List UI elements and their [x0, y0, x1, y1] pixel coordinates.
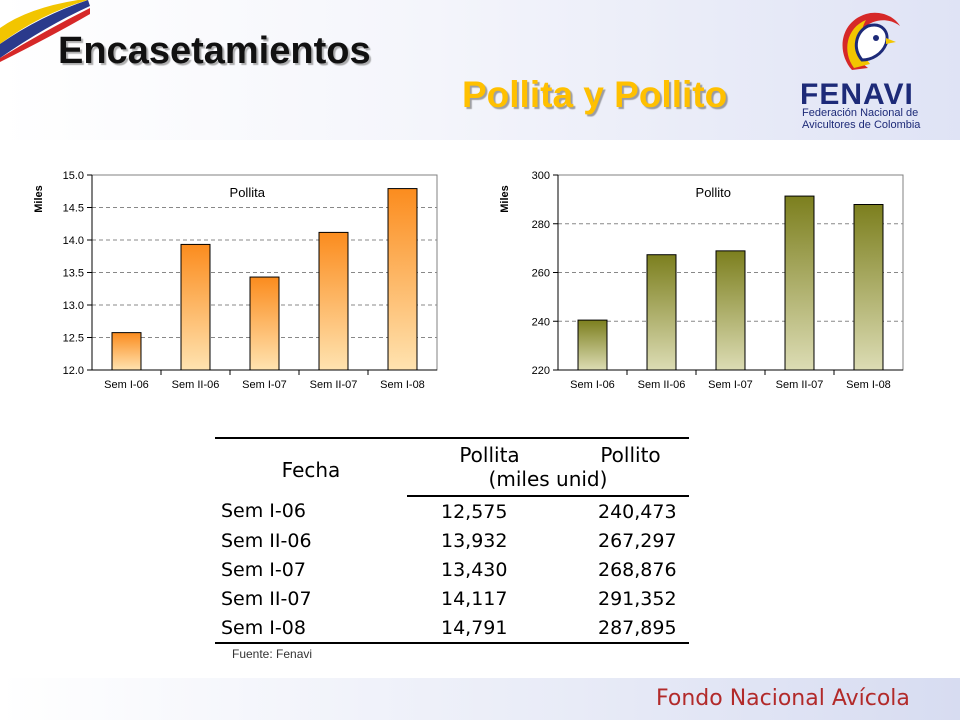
header-pollita: Pollita [407, 437, 572, 467]
bar [111, 332, 142, 371]
x-tick-label: Sem II-06 [172, 379, 220, 391]
y-tick-label: 220 [532, 365, 550, 377]
table-row: Sem II-06 13,932 267,297 [215, 526, 689, 555]
x-tick-label: Sem I-08 [380, 379, 425, 391]
bar [180, 243, 211, 371]
y-tick-label: 260 [532, 268, 550, 280]
rooster-emblem-icon [842, 12, 900, 70]
cell-fecha: Sem I-06 [221, 500, 306, 522]
pollita-bar-chart: 12.0 12.5 13.0 13.5 14.0 14.5 15.0 Sem I-06 Sem … [33, 170, 438, 391]
header-band [0, 0, 960, 140]
logo-tagline-line1: Federación Nacional de [802, 107, 919, 119]
bar [646, 254, 677, 371]
cell-pollito: 268,876 [598, 558, 677, 581]
x-tick-label: Sem II-07 [776, 379, 824, 391]
cell-pollita: 14,117 [441, 587, 508, 610]
y-tick-label: 300 [532, 170, 550, 182]
header-fecha: Fecha [215, 437, 407, 496]
bar [853, 204, 884, 371]
table-header-unit-row: (miles unid) [215, 467, 689, 497]
bar [249, 276, 280, 371]
table-header-row: Fecha Pollita Pollito [215, 437, 689, 496]
cell-fecha: Sem I-07 [221, 558, 306, 581]
y-tick-label: 15.0 [63, 170, 84, 182]
cell-pollita: 13,430 [441, 558, 508, 581]
y-axis-label: Miles [499, 185, 511, 213]
cell-pollito: 267,297 [598, 529, 677, 552]
y-tick-label: 280 [532, 219, 550, 231]
x-tick-label: Sem I-06 [570, 379, 615, 391]
cell-pollita: 14,791 [407, 613, 572, 644]
table-row: Sem II-07 14,117 291,352 [215, 584, 689, 613]
x-tick-label: Sem II-07 [310, 379, 358, 391]
table-row: Sem I-08 14,791 287,895 [215, 613, 689, 644]
bar [387, 188, 418, 371]
logo-tagline: Federación Nacional de Avicultores de Co… [802, 107, 952, 131]
header-unit: (miles unid) [407, 467, 689, 497]
y-tick-label: 14.0 [63, 235, 84, 247]
cell-pollita: 12,575 [441, 500, 508, 523]
slide-title: Encasetamientos [58, 30, 371, 72]
x-tick-label: Sem I-07 [242, 379, 287, 391]
bar [318, 231, 349, 371]
y-tick-label: 13.0 [63, 300, 84, 312]
bar [577, 319, 608, 371]
cell-pollito: 291,352 [598, 587, 677, 610]
decorative-swoosh [0, 0, 90, 62]
cell-fecha: Sem I-08 [215, 613, 407, 644]
x-tick-label: Sem I-07 [708, 379, 753, 391]
x-tick-label: Sem I-06 [104, 379, 149, 391]
cell-pollito: 240,473 [598, 500, 677, 523]
chart-title: Pollita [230, 185, 266, 200]
header-pollito: Pollito [572, 437, 689, 467]
table-row: Sem I-07 13,430 268,876 [215, 555, 689, 584]
x-tick-label: Sem II-06 [638, 379, 686, 391]
y-tick-label: 14.5 [63, 203, 84, 215]
y-tick-label: 13.5 [63, 268, 84, 280]
x-tick-label: Sem I-08 [846, 379, 891, 391]
cell-pollita: 13,932 [441, 529, 508, 552]
cell-fecha: Sem II-07 [221, 587, 312, 610]
chart-title: Pollito [696, 185, 731, 200]
y-tick-label: 12.5 [63, 333, 84, 345]
y-tick-label: 240 [532, 316, 550, 328]
data-table: Fecha Pollita Pollito (miles unid) Sem I… [215, 437, 689, 644]
source-note: Fuente: Fenavi [232, 647, 313, 661]
table-row: Sem I-06 12,575 240,473 [215, 496, 689, 526]
cell-pollito: 287,895 [572, 613, 689, 644]
y-axis-label: Miles [33, 185, 45, 213]
cell-fecha: Sem II-06 [221, 529, 312, 552]
slide-subtitle: Pollita y Pollito [462, 74, 728, 115]
bar [784, 195, 815, 371]
logo-wordmark: FENAVI [800, 78, 914, 111]
pollito-bar-chart: 220 240 260 280 300 Sem I-06 Sem II-06 Sem I-07… [499, 170, 904, 391]
logo-tagline-line2: Avicultores de Colombia [802, 119, 921, 131]
bar [715, 250, 746, 371]
fenavi-logo: FENAVI Federación Nacional de Avicultore… [800, 8, 950, 138]
footer-band [0, 678, 960, 720]
y-tick-label: 12.0 [63, 365, 84, 377]
footer-label: Fondo Nacional Avícola [656, 686, 910, 711]
